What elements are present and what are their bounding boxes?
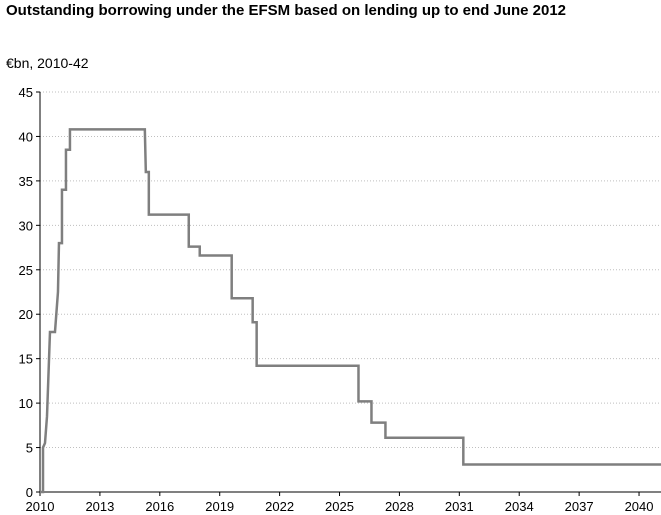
x-tick-label: 2013 <box>85 499 114 514</box>
x-tick-label: 2040 <box>625 499 654 514</box>
x-tick-label: 2025 <box>325 499 354 514</box>
y-tick-label: 20 <box>19 307 33 322</box>
axes <box>36 91 661 496</box>
x-tick-label: 2037 <box>565 499 594 514</box>
gridlines <box>40 91 661 449</box>
series-line <box>40 128 661 494</box>
chart-subtitle: €bn, 2010-42 <box>6 55 89 71</box>
y-tick-label: 0 <box>26 485 33 500</box>
x-tick-label: 2016 <box>145 499 174 514</box>
y-tick-label: 25 <box>19 263 33 278</box>
y-tick-label: 45 <box>19 85 33 100</box>
y-tick-label: 40 <box>19 129 33 144</box>
x-tick-label: 2031 <box>445 499 474 514</box>
x-tick-label: 2028 <box>385 499 414 514</box>
x-tick-label: 2034 <box>505 499 534 514</box>
x-tick-label: 2019 <box>205 499 234 514</box>
y-tick-label: 15 <box>19 352 33 367</box>
series-layer <box>40 128 661 494</box>
y-tick-label: 10 <box>19 396 33 411</box>
x-tick-label: 2022 <box>265 499 294 514</box>
y-tick-label: 35 <box>19 174 33 189</box>
y-tick-label: 30 <box>19 218 33 233</box>
y-tick-label: 5 <box>26 441 33 456</box>
x-tick-label: 2010 <box>26 499 55 514</box>
chart-title: Outstanding borrowing under the EFSM bas… <box>6 2 567 19</box>
